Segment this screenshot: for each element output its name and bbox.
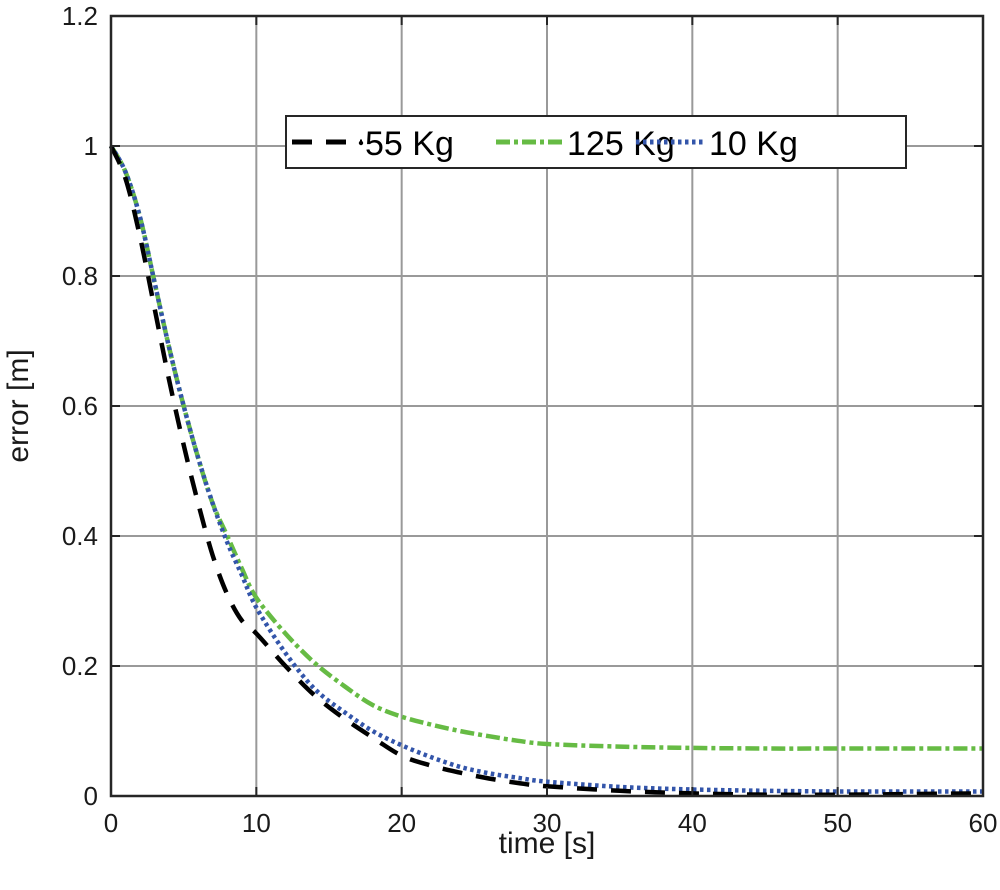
legend-dot-icon [358,140,364,146]
x-tick-label: 60 [969,808,998,838]
y-axis-label: error [m] [2,349,35,462]
x-tick-labels: 0 10 20 30 40 50 60 [104,808,998,838]
x-tick-label: 0 [104,808,118,838]
y-tick-label: 1.2 [62,1,98,31]
legend-label: 125 Kg [567,125,675,163]
legend-item-10kg: 10 Kg [636,125,798,163]
y-tick-label: 0 [84,781,98,811]
legend-item-55kg: 55 Kg [292,125,454,163]
x-tick-label: 10 [242,808,271,838]
x-tick-label: 50 [823,808,852,838]
y-tick-label: 0.4 [62,521,98,551]
y-tick-label: 1 [84,131,98,161]
y-tick-label: 0.8 [62,261,98,291]
x-tick-label: 30 [533,808,562,838]
x-axis-label: time [s] [499,827,596,860]
y-tick-label: 0.6 [62,391,98,421]
y-tick-label: 0.2 [62,651,98,681]
legend-label: 10 Kg [709,125,798,163]
tick-marks [110,15,984,797]
series-line-125-kg [109,144,983,751]
legend-box [285,115,907,169]
legend: 55 Kg 125 Kg 10 Kg [285,115,907,169]
y-tick-labels: 0 0.2 0.4 0.6 0.8 1 1.2 [62,1,98,811]
x-tick-label: 40 [678,808,707,838]
x-tick-label: 20 [387,808,416,838]
legend-item-125kg: 125 Kg [496,125,675,163]
legend-label: 55 Kg [365,125,454,163]
